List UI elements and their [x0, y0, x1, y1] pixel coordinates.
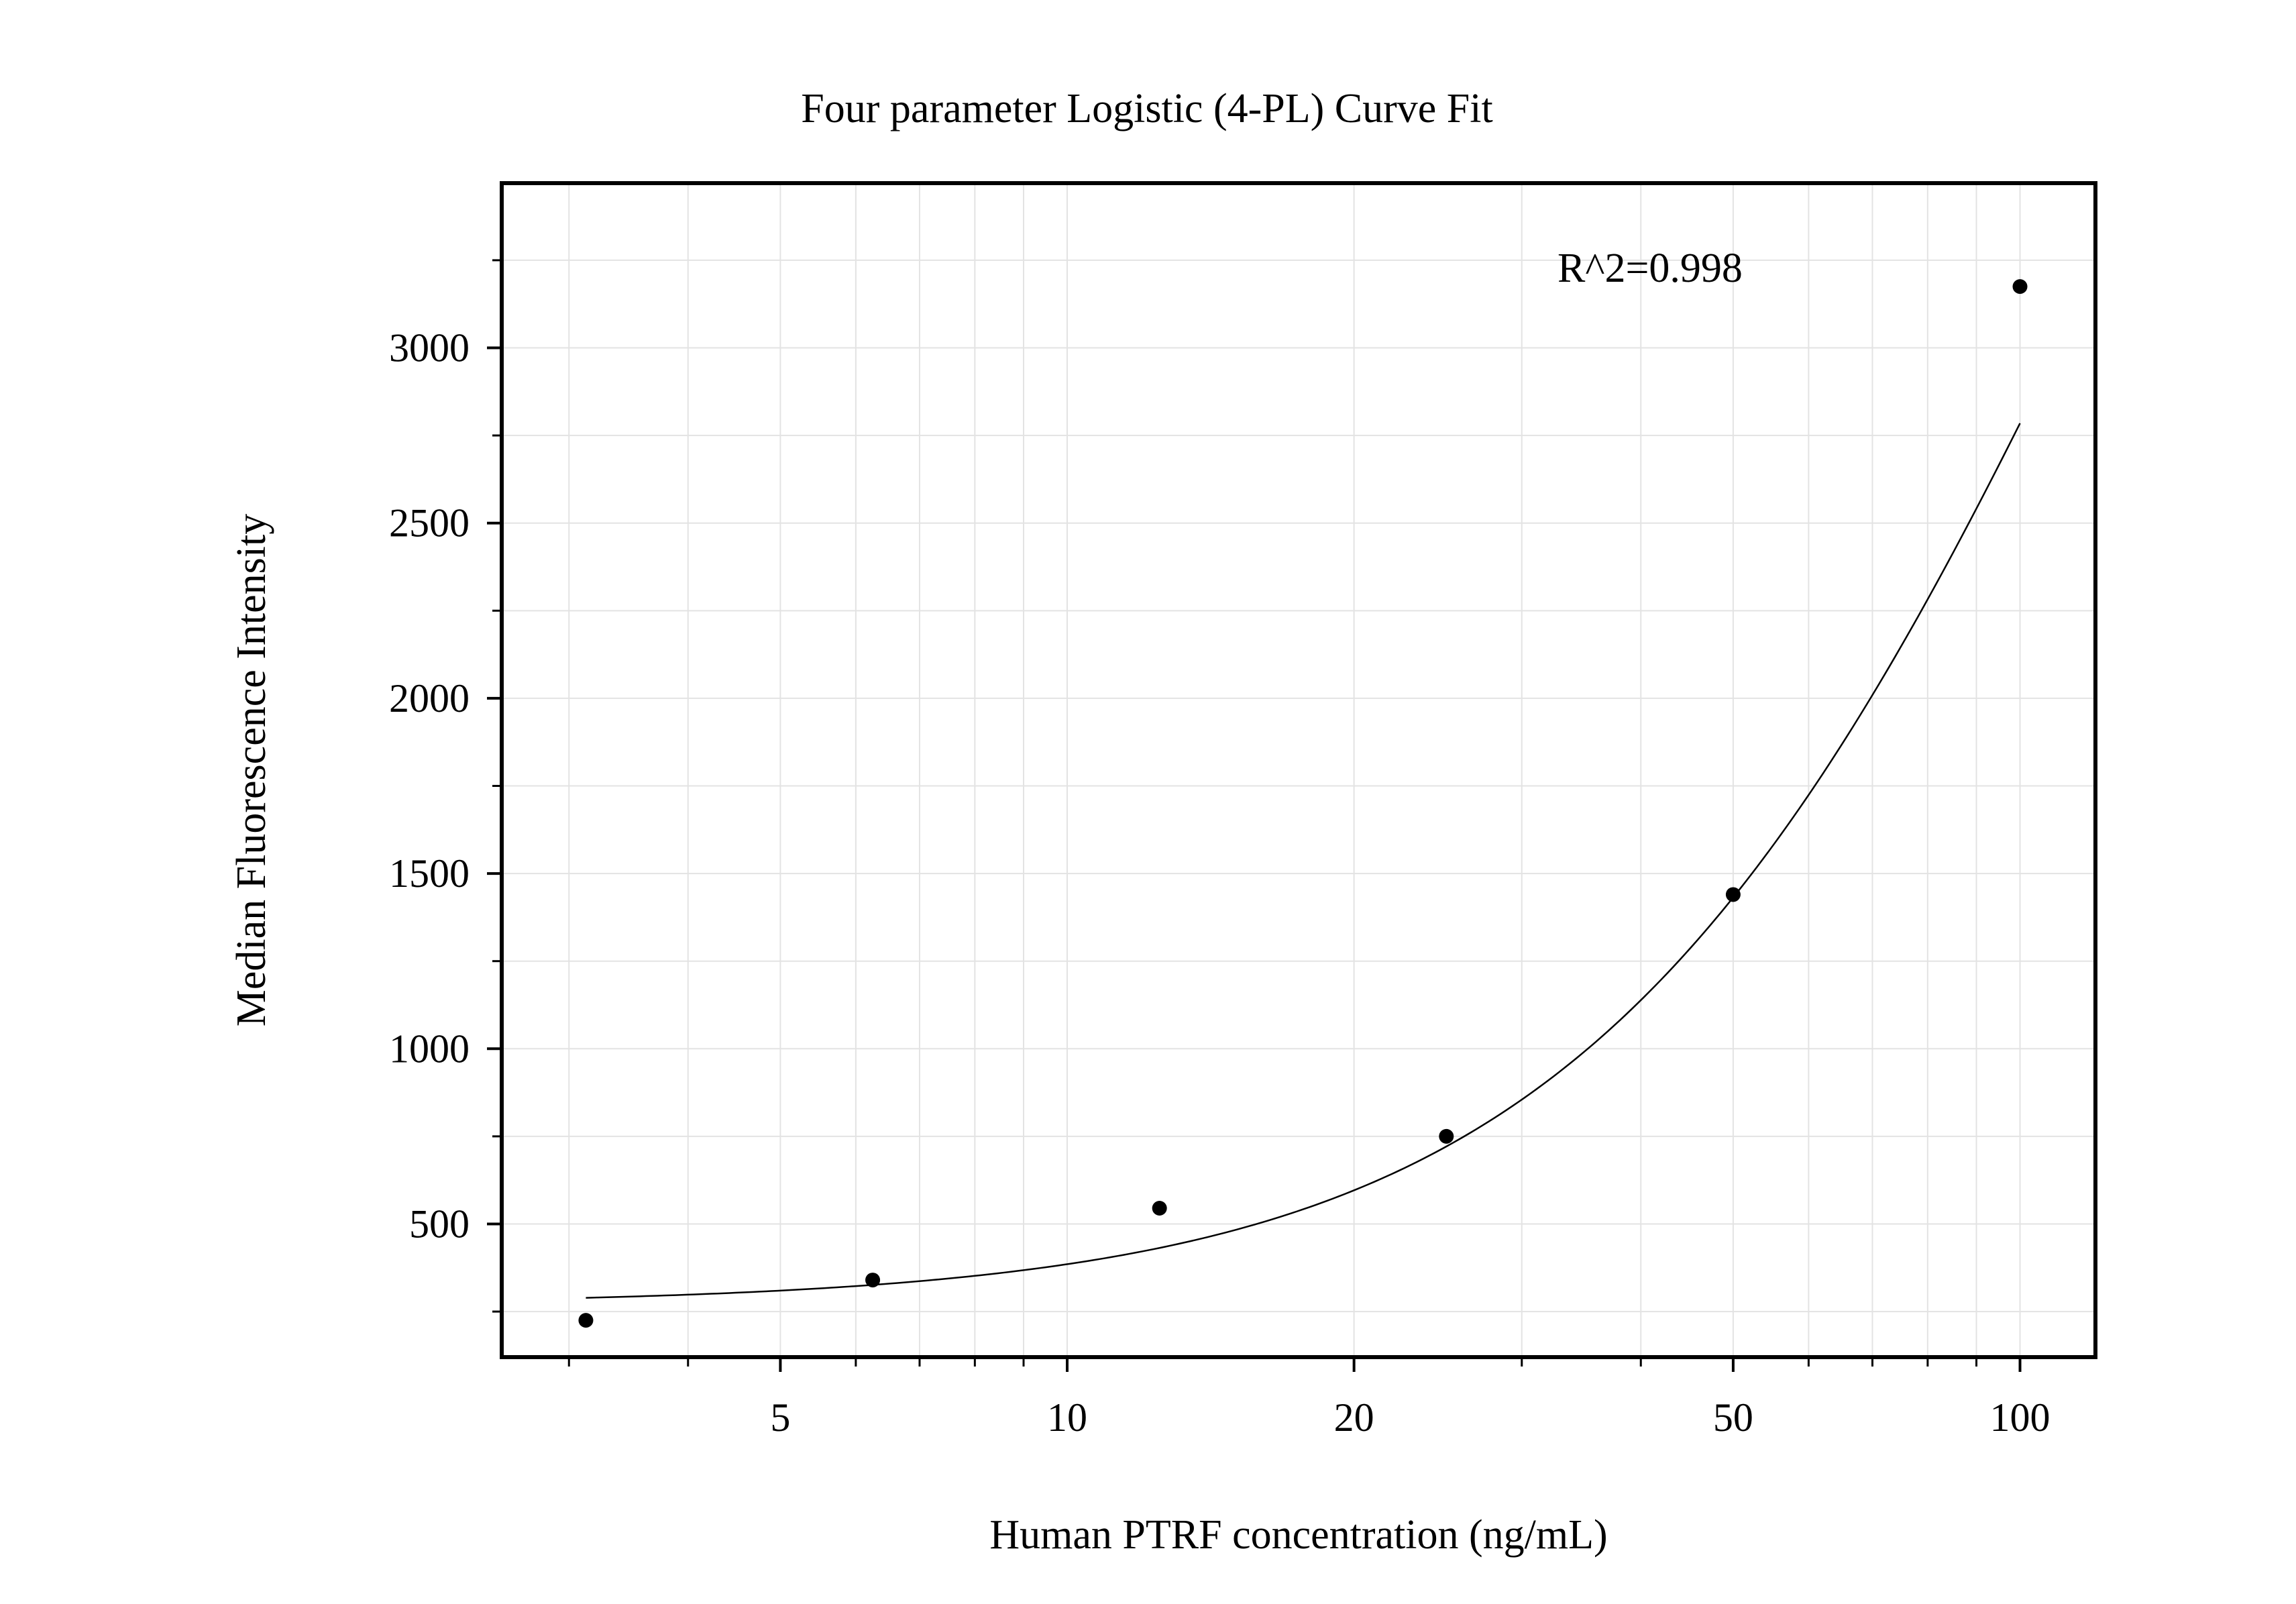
y-tick-label: 2000 — [389, 676, 470, 720]
y-tick-label: 500 — [409, 1201, 470, 1246]
data-point — [1725, 887, 1741, 902]
data-point — [578, 1313, 594, 1328]
r-squared-annotation: R^2=0.998 — [1557, 246, 1743, 291]
point-layer — [578, 279, 2028, 1328]
tick-label-layer: 5 10 20 50 100 500 1000 1500 2000 2500 3000 — [389, 326, 2051, 1440]
x-tick-label: 100 — [1990, 1395, 2051, 1440]
y-tick-label: 2500 — [389, 501, 470, 545]
tick-layer — [487, 259, 2022, 1372]
x-tick-label: 5 — [770, 1395, 790, 1440]
data-point — [2012, 279, 2028, 295]
chart-title: Four parameter Logistic (4-PL) Curve Fit — [801, 86, 1492, 131]
y-tick-label: 3000 — [389, 326, 470, 370]
x-tick-label: 50 — [1713, 1395, 1753, 1440]
y-axis-title: Median Fluorescence Intensity — [229, 514, 274, 1026]
y-tick-label: 1500 — [389, 851, 470, 896]
grid-layer — [502, 183, 2095, 1357]
y-tick-label: 1000 — [389, 1026, 470, 1071]
x-axis-title: Human PTRF concentration (ng/mL) — [989, 1512, 1607, 1558]
data-point — [1152, 1200, 1167, 1216]
curve-layer — [586, 423, 2021, 1299]
fit-curve — [586, 423, 2021, 1299]
x-tick-label: 10 — [1047, 1395, 1087, 1440]
plot-frame — [500, 181, 2097, 1359]
data-point — [865, 1273, 881, 1288]
x-tick-label: 20 — [1334, 1395, 1374, 1440]
data-point — [1439, 1128, 1454, 1144]
